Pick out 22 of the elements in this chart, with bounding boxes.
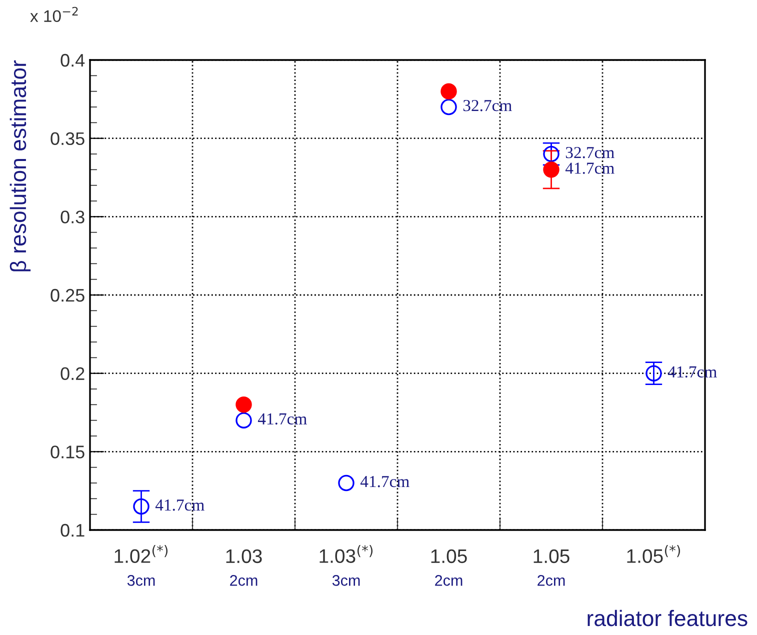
x-axis-title: radiator features <box>588 610 748 626</box>
annotation: 41.7cm <box>258 413 307 425</box>
x-tick-label: 1.05 2cm <box>534 549 570 586</box>
annotation: 32.7cm <box>566 146 614 158</box>
y-tick-label: 0.4 <box>60 54 85 67</box>
y-tick-label: 0.25 <box>50 288 84 302</box>
category-label: 1.02$^{(*)}$ 3cm <box>114 545 168 586</box>
annotation: 41.7cm <box>360 476 410 488</box>
x-tick-label: 1.05$^{(*)}$ <box>627 545 680 563</box>
annotation: 41.7cm <box>155 500 204 511</box>
y-tick-label: 0.1 <box>60 524 84 537</box>
y-tick-label: 0.35 <box>50 132 84 146</box>
category-label: 1.03$^{(*)}$ 3cm <box>320 545 373 586</box>
y-tick-label: 0.2 <box>60 367 84 380</box>
y-axis-title: β resolution estimator <box>10 60 31 272</box>
y-tick-label: 0.15 <box>50 446 84 458</box>
annotation: 41.7cm <box>565 162 614 174</box>
y-tick-label: 0.3 <box>60 210 84 224</box>
x-tick-label: 1.03 2cm <box>226 549 262 586</box>
x-tick-label: 1.05 2cm <box>431 549 467 586</box>
annotation: 32.7cm <box>463 100 512 112</box>
text: x 10$^{−2}$ <box>30 6 78 22</box>
